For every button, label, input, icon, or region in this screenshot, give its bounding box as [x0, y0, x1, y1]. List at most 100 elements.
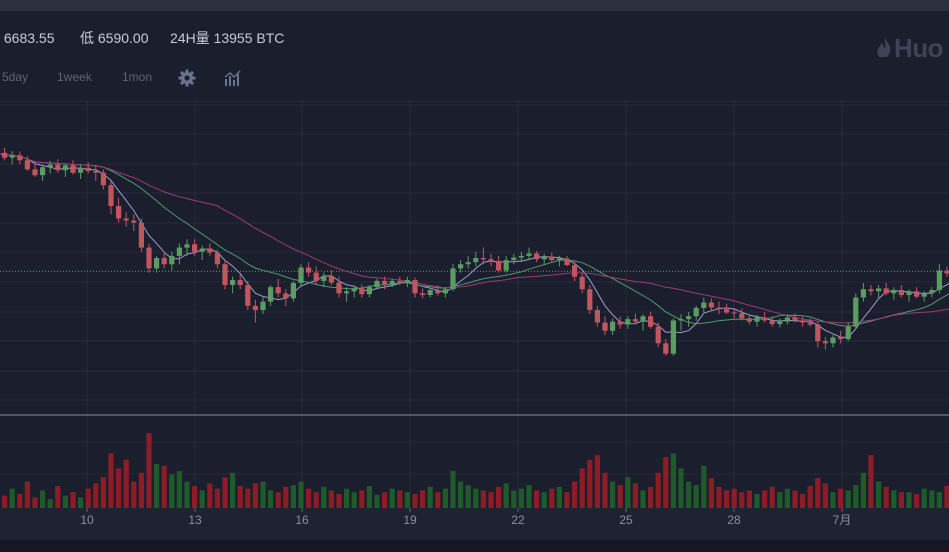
candle-body[interactable] — [313, 272, 319, 281]
volume-bar[interactable] — [85, 488, 91, 508]
candle-body[interactable] — [526, 253, 532, 256]
candle-body[interactable] — [739, 313, 745, 319]
volume-bar[interactable] — [138, 472, 144, 508]
candle-body[interactable] — [800, 320, 806, 323]
volume-bar[interactable] — [260, 481, 266, 508]
volume-bar[interactable] — [412, 493, 418, 508]
volume-bar[interactable] — [777, 492, 783, 508]
candle-body[interactable] — [389, 280, 395, 285]
volume-bar[interactable] — [594, 455, 600, 508]
volume-bar[interactable] — [572, 481, 578, 508]
candle-body[interactable] — [701, 302, 707, 308]
volume-bar[interactable] — [800, 493, 806, 508]
volume-bar[interactable] — [214, 488, 220, 508]
candle-body[interactable] — [283, 293, 289, 299]
candle-body[interactable] — [777, 321, 783, 325]
candle-body[interactable] — [192, 244, 198, 252]
candle-body[interactable] — [321, 275, 327, 281]
volume-bar[interactable] — [883, 486, 889, 508]
candle-body[interactable] — [404, 280, 410, 283]
candle-body[interactable] — [123, 218, 129, 221]
volume-bar[interactable] — [579, 468, 585, 508]
volume-bar[interactable] — [762, 490, 768, 508]
volume-bar[interactable] — [442, 488, 448, 508]
candle-body[interactable] — [868, 289, 874, 292]
candle-body[interactable] — [435, 290, 441, 294]
candle-body[interactable] — [442, 289, 448, 294]
interval-1mon[interactable]: 1mon — [122, 70, 153, 84]
volume-bar[interactable] — [891, 490, 897, 508]
volume-bar[interactable] — [100, 477, 106, 508]
volume-bar[interactable] — [351, 492, 357, 508]
volume-bar[interactable] — [587, 459, 593, 508]
volume-bar[interactable] — [435, 492, 441, 508]
volume-bar[interactable] — [534, 490, 540, 508]
candle-body[interactable] — [222, 264, 228, 286]
volume-bar[interactable] — [853, 485, 859, 508]
volume-bar[interactable] — [670, 453, 676, 508]
candle-body[interactable] — [769, 320, 775, 325]
volume-bar[interactable] — [344, 488, 350, 508]
candle-body[interactable] — [1, 152, 8, 158]
volume-bar[interactable] — [55, 486, 61, 508]
candle-body[interactable] — [594, 310, 600, 323]
volume-bar[interactable] — [686, 481, 692, 508]
candle-body[interactable] — [169, 255, 175, 265]
candle-body[interactable] — [146, 247, 152, 269]
volume-bar[interactable] — [93, 483, 99, 508]
candle-body[interactable] — [564, 258, 570, 266]
volume-bar[interactable] — [40, 490, 46, 508]
candle-body[interactable] — [382, 280, 388, 285]
candle-body[interactable] — [617, 321, 623, 325]
volume-bar[interactable] — [123, 459, 129, 508]
volume-bar[interactable] — [549, 488, 555, 508]
volume-bar[interactable] — [146, 433, 152, 508]
volume-bar[interactable] — [374, 494, 380, 508]
candle-body[interactable] — [670, 320, 676, 354]
volume-bar[interactable] — [465, 485, 471, 508]
volume-bar[interactable] — [526, 485, 532, 508]
candle-body[interactable] — [359, 288, 365, 295]
volume-bar[interactable] — [678, 468, 684, 508]
candle-body[interactable] — [116, 206, 122, 219]
candle-body[interactable] — [602, 322, 608, 331]
volume-bar[interactable] — [207, 483, 213, 508]
candle-body[interactable] — [822, 341, 828, 344]
candle-body[interactable] — [374, 280, 380, 288]
candle-body[interactable] — [17, 155, 23, 161]
candle-body[interactable] — [412, 280, 418, 294]
candle-body[interactable] — [480, 258, 486, 260]
volume-bar[interactable] — [427, 486, 433, 508]
volume-bar[interactable] — [564, 492, 570, 508]
volume-bar[interactable] — [306, 488, 312, 508]
volume-bar[interactable] — [822, 483, 828, 508]
candle-body[interactable] — [610, 321, 616, 331]
candle-body[interactable] — [746, 318, 752, 322]
volume-bar[interactable] — [70, 492, 76, 508]
candle-body[interactable] — [914, 291, 920, 297]
candle-body[interactable] — [921, 293, 927, 297]
volume-bar[interactable] — [473, 488, 479, 508]
candle-body[interactable] — [944, 270, 949, 274]
candle-body[interactable] — [154, 258, 160, 269]
volume-bar[interactable] — [290, 485, 296, 508]
volume-bar[interactable] — [488, 492, 494, 508]
candle-body[interactable] — [587, 289, 593, 310]
candle-body[interactable] — [891, 290, 897, 294]
candle-body[interactable] — [488, 259, 494, 261]
volume-bar[interactable] — [868, 455, 874, 508]
candle-body[interactable] — [784, 317, 790, 322]
volume-bar[interactable] — [108, 453, 114, 508]
candle-body[interactable] — [252, 305, 258, 310]
volume-bar[interactable] — [655, 472, 661, 508]
volume-bar[interactable] — [830, 492, 836, 508]
candle-body[interactable] — [663, 343, 669, 354]
volume-bar[interactable] — [496, 486, 502, 508]
volume-bar[interactable] — [640, 490, 646, 508]
volume-bar[interactable] — [24, 481, 30, 508]
volume-bar[interactable] — [192, 486, 198, 508]
volume-bar[interactable] — [328, 490, 334, 508]
volume-bar[interactable] — [503, 483, 509, 508]
candle-body[interactable] — [815, 324, 821, 342]
interval-1week[interactable]: 1week — [57, 70, 92, 84]
